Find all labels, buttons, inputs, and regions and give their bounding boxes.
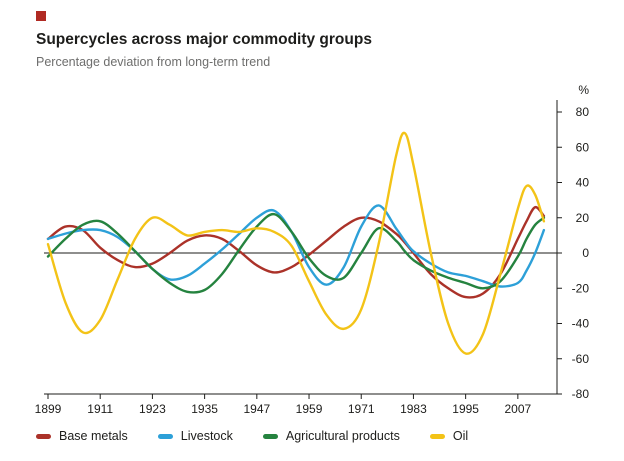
chart-subtitle: Percentage deviation from long-term tren… (36, 55, 271, 69)
y-axis-tick-label: -60 (572, 352, 590, 366)
legend-label-agricultural-products: Agricultural products (285, 429, 400, 443)
x-axis-tick-label: 1959 (296, 402, 323, 416)
legend-label-base-metals: Base metals (59, 429, 128, 443)
legend-swatch-agricultural-products (262, 433, 278, 439)
chart-title: Supercycles across major commodity group… (36, 31, 372, 48)
legend-item-base-metals: Base metals (36, 429, 128, 443)
y-axis-tick-label: 20 (576, 211, 590, 225)
series-line-base-metals (46, 205, 546, 299)
x-axis-tick-label: 1911 (87, 402, 113, 416)
x-axis-tick-label: 1983 (400, 402, 427, 416)
y-axis-tick-label: -40 (572, 317, 590, 331)
legend-item-oil: Oil (429, 429, 469, 443)
chart-legend: Base metals Livestock Agricultural produ… (36, 429, 468, 443)
legend-item-livestock: Livestock (157, 429, 233, 443)
legend-label-livestock: Livestock (180, 429, 233, 443)
logo-square (36, 11, 46, 21)
y-axis-tick-label: 60 (576, 140, 590, 154)
x-axis-tick-label: 1923 (139, 402, 166, 416)
x-axis-tick-label: 1899 (35, 402, 62, 416)
legend-swatch-oil (429, 433, 445, 439)
legend-label-oil: Oil (452, 429, 469, 443)
y-axis-tick-label: 80 (576, 105, 590, 119)
x-axis-tick-label: 1935 (191, 402, 218, 416)
legend-swatch-livestock (157, 433, 173, 439)
series-line-oil (46, 131, 546, 355)
y-axis-tick-label: -20 (572, 281, 590, 295)
x-axis-tick-label: 2007 (504, 402, 531, 416)
x-axis-tick-label: 1947 (243, 402, 270, 416)
series-line-livestock (46, 204, 546, 288)
series-line-agricultural-products (46, 212, 546, 294)
legend-item-agricultural-products: Agricultural products (262, 429, 400, 443)
x-axis-tick-label: 1995 (452, 402, 479, 416)
y-axis-tick-label: 40 (576, 176, 590, 190)
legend-swatch-base-metals (36, 433, 51, 439)
x-axis-tick-label: 1971 (348, 402, 375, 416)
y-axis-tick-label: 0 (582, 246, 589, 260)
y-axis-tick-label: -80 (572, 387, 590, 401)
y-axis-unit-label: % (578, 83, 589, 97)
